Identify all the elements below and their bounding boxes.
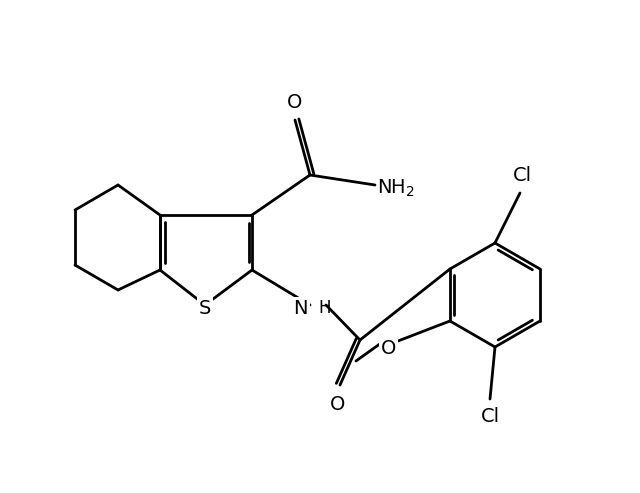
- Text: H: H: [318, 299, 330, 317]
- Text: Cl: Cl: [513, 166, 532, 185]
- Text: O: O: [330, 395, 346, 414]
- Text: O: O: [287, 93, 303, 112]
- Text: Cl: Cl: [481, 407, 500, 426]
- Text: O: O: [381, 340, 396, 358]
- Text: S: S: [199, 298, 211, 317]
- Text: N: N: [294, 298, 308, 317]
- Text: NH$_2$: NH$_2$: [377, 177, 415, 199]
